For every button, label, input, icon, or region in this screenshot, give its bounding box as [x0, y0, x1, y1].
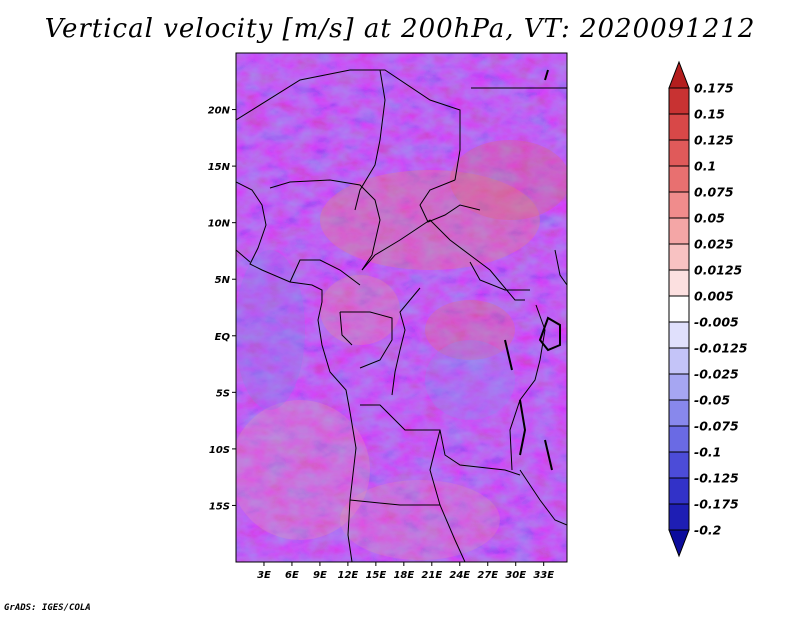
colorbar-label: -0.125 [694, 471, 739, 486]
y-tick-label: 20N [208, 106, 231, 117]
colorbar-bottom-triangle [668, 529, 690, 558]
x-tick-label: 24E [449, 570, 470, 581]
y-tick-label: 10S [209, 445, 230, 456]
colorbar-box [668, 503, 690, 531]
colorbar-label: -0.05 [694, 393, 730, 408]
colorbar-box [668, 113, 690, 141]
y-tick-label: 15N [208, 162, 231, 173]
plot-frame [235, 52, 568, 563]
colorbar-box [668, 347, 690, 375]
colorbar-label: -0.025 [694, 367, 739, 382]
colorbar-box [668, 477, 690, 505]
field-map [236, 53, 567, 562]
colorbar-box [668, 425, 690, 453]
colorbar-box [668, 217, 690, 245]
colorbar-box [668, 191, 690, 219]
colorbar-label: 0.05 [694, 211, 725, 226]
colorbar-box [668, 295, 690, 323]
colorbar-label: 0.005 [694, 289, 734, 304]
x-tick-label: 27E [477, 570, 498, 581]
y-tick-label: 10N [208, 219, 231, 230]
colorbar-box [668, 139, 690, 167]
colorbar-box [668, 87, 690, 115]
x-tick-label: 12E [338, 570, 359, 581]
x-tick-label: 30E [505, 570, 526, 581]
x-tick-label: 9E [313, 570, 327, 581]
colorbar-label: 0.075 [694, 185, 734, 200]
x-tick-label: 33E [533, 570, 554, 581]
y-tick-label: 5S [216, 388, 230, 399]
colorbar-label: 0.15 [694, 107, 725, 122]
colorbar-box [668, 321, 690, 349]
colorbar-label: 0.175 [694, 81, 734, 96]
colorbar-label: -0.075 [694, 419, 739, 434]
colorbar-label: 0.025 [694, 237, 734, 252]
x-tick-label: 15E [365, 570, 386, 581]
colorbar-label: 0.125 [694, 133, 734, 148]
colorbar-label: 0.1 [694, 159, 716, 174]
colorbar-label: -0.0125 [694, 341, 748, 356]
colorbar-box [668, 373, 690, 401]
chart-title: Vertical velocity [m/s] at 200hPa, VT: 2… [44, 14, 756, 44]
colorbar-box [668, 451, 690, 479]
colorbar-label: -0.1 [694, 445, 721, 460]
grads-credit: GrADS: IGES/COLA [4, 603, 91, 613]
colorbar-box [668, 165, 690, 193]
colorbar-label: -0.2 [694, 523, 721, 538]
colorbar-box [668, 399, 690, 427]
colorbar-label: 0.0125 [694, 263, 743, 278]
y-axis: 20N 15N 10N 5N EQ 5S 10S 15S [208, 106, 236, 512]
colorbar-label: -0.175 [694, 497, 739, 512]
x-tick-label: 6E [285, 570, 299, 581]
x-tick-label: 3E [257, 570, 271, 581]
y-tick-label: 15S [209, 501, 230, 512]
x-tick-label: 18E [393, 570, 414, 581]
colorbar-box [668, 243, 690, 271]
colorbar-box [668, 269, 690, 297]
y-tick-label: EQ [215, 332, 231, 343]
colorbar-label: -0.005 [694, 315, 739, 330]
colorbar-top-triangle [668, 60, 690, 89]
x-axis: 3E 6E 9E 12E 15E 18E 21E 24E 27E 30E 33E [257, 562, 554, 581]
y-tick-label: 5N [215, 275, 231, 286]
colorbar: 0.175 0.15 0.125 0.1 0.075 0.05 0.025 0.0125 0.0… [668, 60, 748, 558]
x-tick-label: 21E [421, 570, 442, 581]
